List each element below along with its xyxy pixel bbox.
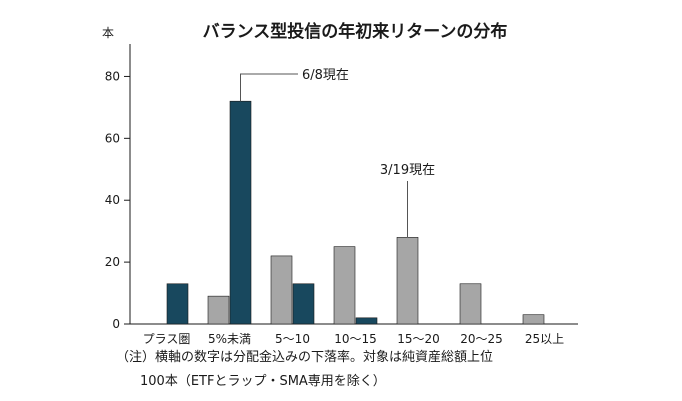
footnote-line-2: 100本（ETFとラップ・SMA専用を除く） (140, 374, 386, 389)
bar (333, 246, 356, 325)
bar (207, 295, 230, 325)
bar (166, 283, 189, 325)
y-tick-label: 80 (105, 69, 120, 83)
footnote-line-1: （注）横軸の数字は分配金込みの下落率。対象は純資産総額上位 (116, 349, 493, 365)
x-axis-labels: プラス圏 5%未満 5～10 10～15 15～20 20～25 25以上 (143, 332, 565, 346)
x-category-label: 20～25 (460, 332, 503, 346)
y-tick-label: 60 (105, 131, 120, 145)
y-tick-label: 40 (105, 193, 120, 207)
x-category-label: 5%未満 (208, 332, 251, 346)
chart-title: バランス型投信の年初来リターンの分布 (203, 21, 508, 42)
bars-group (166, 100, 545, 325)
annotations-group: 6/8現在 3/19現在 (240, 68, 435, 238)
bar (292, 283, 315, 325)
y-axis-unit-label: 本 (102, 26, 114, 40)
x-category-label: 15～20 (397, 332, 440, 346)
x-category-label: 10～15 (334, 332, 377, 346)
y-tick-label: 20 (105, 255, 120, 269)
y-axis-ticks: 0 20 40 60 80 (105, 69, 130, 331)
bar (522, 314, 545, 325)
annotation-label: 3/19現在 (380, 163, 435, 178)
bar (459, 283, 482, 325)
x-category-label: プラス圏 (143, 332, 191, 346)
x-category-label: 5～10 (275, 332, 310, 346)
x-category-label: 25以上 (525, 332, 564, 346)
bar (355, 317, 378, 325)
bar (270, 255, 293, 325)
annotation-label: 6/8現在 (302, 68, 349, 83)
bar (396, 237, 419, 325)
bar (229, 100, 252, 325)
annotation-leader-line (240, 73, 298, 102)
y-tick-label: 0 (112, 317, 120, 331)
